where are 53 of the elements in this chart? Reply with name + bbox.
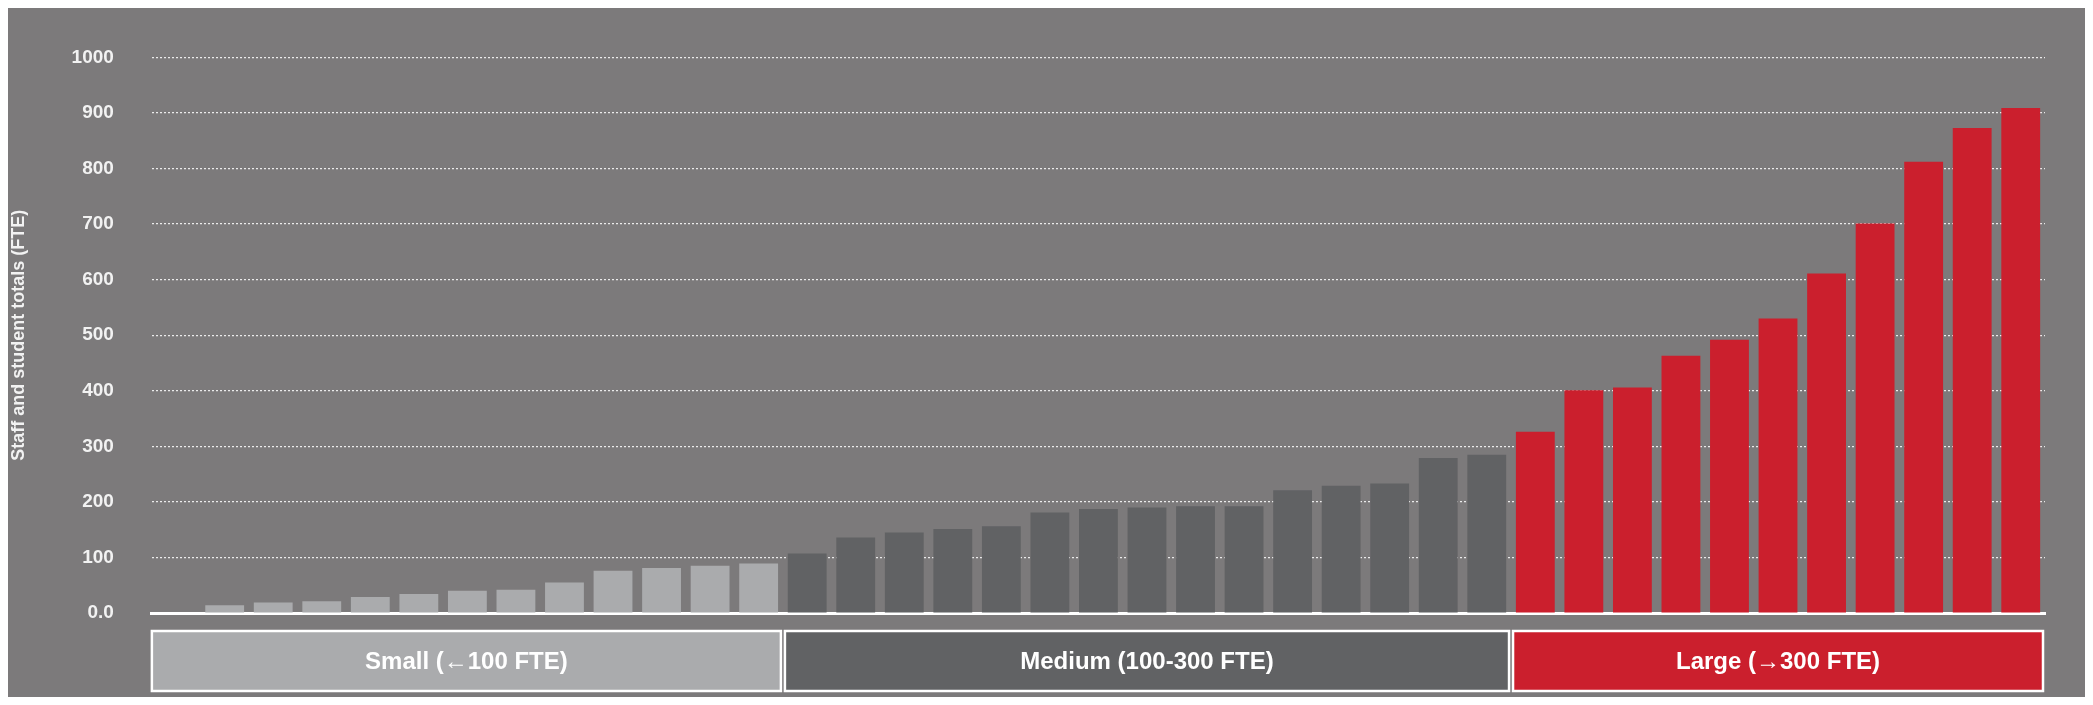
bar	[350, 596, 390, 613]
bar	[593, 570, 633, 613]
bar	[1176, 506, 1215, 613]
bar	[205, 605, 245, 613]
bar	[1127, 507, 1167, 613]
bar	[253, 602, 293, 613]
bar	[1079, 509, 1118, 613]
y-tick-label: 400	[82, 378, 114, 400]
bar	[1224, 506, 1264, 613]
series-label: Large (→300 FTE)	[1676, 646, 1881, 674]
y-tick-label: 0.0	[87, 601, 114, 623]
bar	[690, 565, 730, 613]
bar	[1515, 431, 1555, 613]
bar	[1710, 339, 1749, 613]
y-tick-label: 1000	[71, 45, 114, 67]
bar	[787, 553, 827, 613]
y-axis-title: Staff and student totals (FTE)	[7, 209, 28, 461]
bar	[1418, 457, 1458, 613]
bar	[1904, 161, 1944, 613]
bar	[739, 563, 779, 613]
y-tick-label: 500	[82, 323, 114, 345]
bar	[1467, 454, 1507, 613]
y-tick-label: 700	[82, 212, 114, 234]
bar	[884, 532, 924, 613]
bar	[1758, 318, 1798, 613]
y-tick-label: 300	[82, 434, 114, 456]
bar	[496, 589, 536, 613]
y-tick-label: 800	[82, 156, 114, 178]
bar	[1564, 390, 1604, 613]
series-label: Small (←100 FTE)	[365, 646, 568, 674]
y-tick-label: 200	[82, 490, 114, 512]
bar	[447, 590, 487, 613]
y-tick-label: 600	[82, 267, 114, 289]
bar	[1030, 512, 1070, 613]
bar	[1370, 483, 1410, 613]
bar	[2001, 107, 2041, 613]
bar	[1952, 127, 1992, 613]
bar	[1807, 273, 1846, 613]
bar	[1661, 355, 1701, 613]
bar	[399, 594, 439, 613]
bar	[933, 529, 973, 613]
bar	[545, 582, 584, 613]
series-label: Medium (100-300 FTE)	[1020, 646, 1274, 674]
bar	[1321, 485, 1361, 613]
bar	[642, 568, 681, 613]
bar	[836, 537, 876, 613]
bar	[981, 526, 1021, 613]
bar	[1855, 223, 1895, 613]
bar	[302, 601, 342, 613]
bar	[1273, 490, 1313, 613]
y-tick-label: 100	[82, 545, 114, 567]
y-tick-label: 900	[82, 101, 114, 123]
bar	[1612, 387, 1652, 613]
